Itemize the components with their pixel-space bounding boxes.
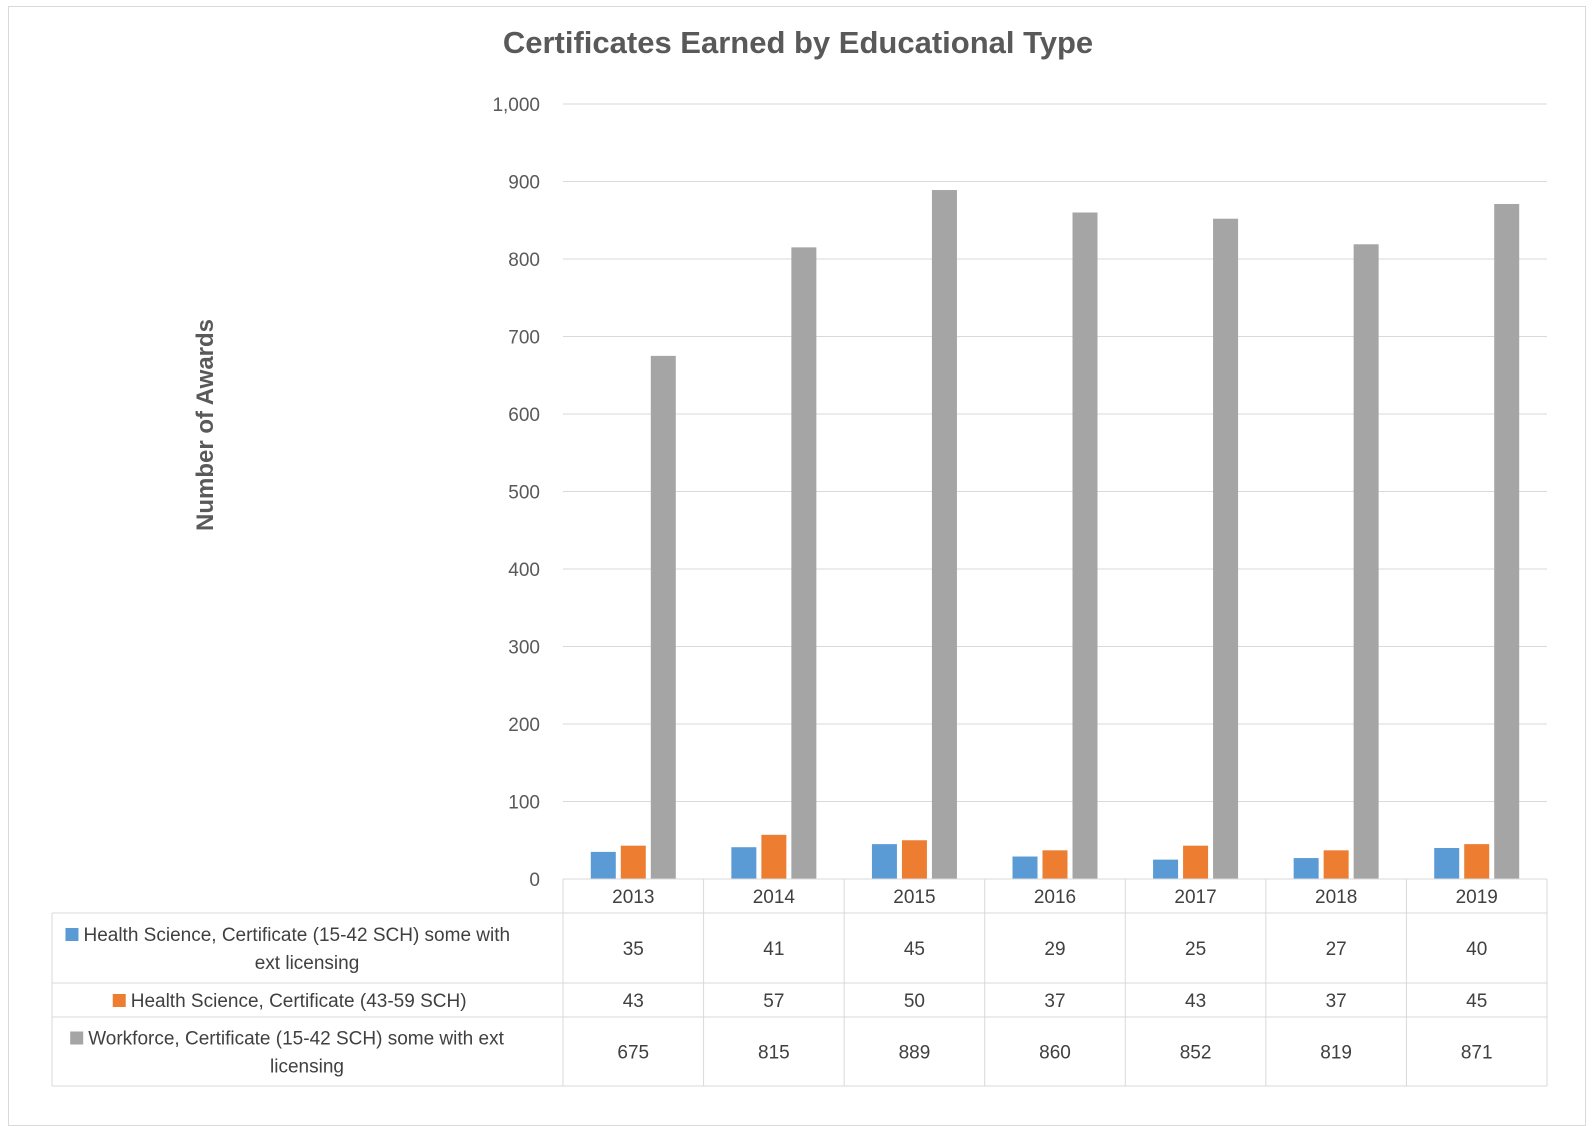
table-value: 37	[1044, 991, 1065, 1012]
y-tick-label: 200	[508, 715, 540, 736]
x-tick-label: 2017	[1174, 887, 1216, 908]
bar	[901, 840, 927, 879]
table-value: 27	[1326, 939, 1347, 960]
y-tick-label: 300	[508, 638, 540, 659]
y-tick-label: 1,000	[492, 95, 540, 116]
bar	[1353, 244, 1379, 879]
bar	[1042, 850, 1068, 879]
table-value: 819	[1320, 1043, 1352, 1064]
y-tick-label: 500	[508, 483, 540, 504]
table-value: 45	[1466, 991, 1487, 1012]
bar	[590, 851, 616, 879]
y-tick-label: 0	[529, 870, 540, 891]
chart-title: Certificates Earned by Educational Type	[503, 25, 1093, 60]
bar	[620, 845, 646, 879]
x-tick-label: 2018	[1315, 887, 1357, 908]
bar	[1213, 218, 1239, 879]
table-value: 50	[904, 991, 925, 1012]
table-value: 815	[758, 1043, 790, 1064]
table-value: 40	[1466, 939, 1487, 960]
bar	[1153, 859, 1179, 879]
y-tick-label: 100	[508, 793, 540, 814]
legend-swatch	[112, 994, 126, 1007]
table-value: 675	[617, 1043, 649, 1064]
y-tick-label: 700	[508, 328, 540, 349]
table-value: 889	[899, 1043, 931, 1064]
bar	[1434, 848, 1460, 879]
x-tick-label: 2019	[1456, 887, 1498, 908]
bars	[590, 190, 1520, 880]
bar	[1293, 858, 1319, 879]
legend-label: Health Science, Certificate (43-59 SCH)	[131, 991, 467, 1012]
table-value: 852	[1180, 1043, 1212, 1064]
x-tick-label: 2014	[753, 887, 796, 908]
bar	[1323, 850, 1349, 879]
table-value: 29	[1044, 939, 1065, 960]
y-tick-label: 900	[508, 173, 540, 194]
table-value: 57	[763, 991, 784, 1012]
table-value: 860	[1039, 1043, 1071, 1064]
x-tick-label: 2015	[893, 887, 935, 908]
bar	[791, 247, 817, 879]
table-value: 37	[1326, 991, 1347, 1012]
bar	[871, 844, 897, 879]
bar	[1183, 845, 1209, 879]
bar	[1494, 203, 1520, 880]
legend-label: licensing	[270, 1057, 344, 1078]
table-value: 43	[623, 991, 644, 1012]
table-value: 43	[1185, 991, 1206, 1012]
table-value: 25	[1185, 939, 1206, 960]
bar	[731, 847, 757, 879]
y-tick-label: 600	[508, 405, 540, 426]
y-axis-label: Number of Awards	[192, 319, 219, 531]
legend-swatch	[70, 1031, 84, 1045]
table-value: 35	[623, 939, 644, 960]
y-tick-label: 800	[508, 250, 540, 271]
legend-swatch	[65, 928, 79, 941]
bar	[1464, 844, 1490, 879]
legend-label: Workforce, Certificate (15-42 SCH) some …	[88, 1029, 504, 1050]
y-axis-ticks: 0 100 200 300 400 500 600 700 800 900 1,000	[492, 95, 540, 891]
data-table: 2013 2014 2015 2016 2017 2018 2019 Health Scien…	[51, 878, 1548, 1087]
bar	[1012, 856, 1038, 879]
table-value: 871	[1461, 1043, 1493, 1064]
legend-label: Health Science, Certificate (15-42 SCH) …	[83, 925, 510, 946]
bar	[1072, 212, 1098, 879]
x-tick-label: 2013	[612, 887, 654, 908]
bar	[761, 834, 787, 879]
table-value: 45	[904, 939, 925, 960]
y-tick-label: 400	[508, 560, 540, 581]
table-value: 41	[763, 939, 784, 960]
legend-label: ext licensing	[255, 953, 360, 974]
gridlines	[563, 103, 1547, 802]
bar	[650, 355, 676, 879]
bar	[931, 190, 957, 879]
x-tick-label: 2016	[1034, 887, 1076, 908]
